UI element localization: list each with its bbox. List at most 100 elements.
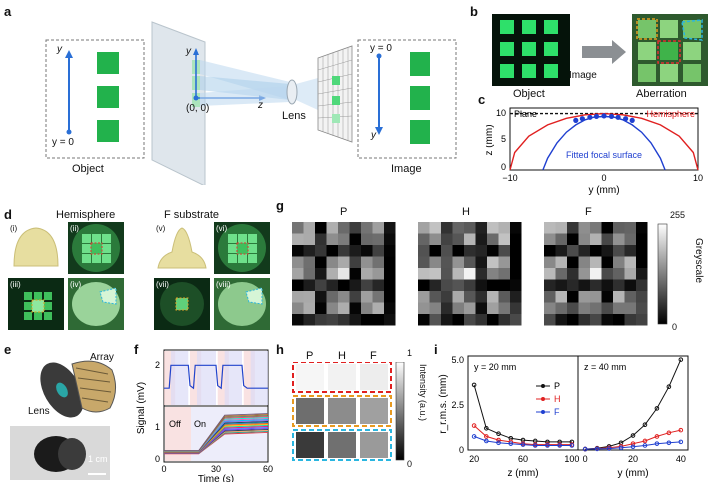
g-cell	[429, 245, 441, 257]
i-xtick: 40	[676, 454, 686, 464]
g-cell	[636, 279, 648, 291]
g-cell	[326, 222, 338, 234]
i-point	[678, 427, 684, 433]
g-cell	[441, 233, 453, 245]
d-ii-squares	[82, 234, 111, 263]
g-cell	[384, 245, 396, 257]
g-cell	[372, 279, 384, 291]
g-cell	[361, 233, 373, 245]
image-frame	[357, 39, 457, 159]
i-right-note: z = 40 mm	[584, 362, 626, 372]
g-cell	[544, 279, 556, 291]
i-point	[496, 440, 501, 446]
object-y0-label: y = 0	[52, 137, 74, 148]
d-sub-viii: (viii)	[216, 280, 231, 289]
f-xlabel: Time (s)	[198, 474, 234, 482]
g-cell	[510, 256, 522, 268]
h-title-h: H	[338, 350, 346, 362]
g-cell	[510, 314, 522, 326]
g-cell	[613, 233, 625, 245]
i-point	[557, 443, 562, 448]
g-cell	[303, 291, 315, 303]
c-point	[623, 116, 629, 122]
g-cell	[292, 256, 304, 268]
plate-origin-dot	[193, 95, 199, 101]
g-cell	[315, 222, 327, 234]
object-axis-arrowhead	[65, 50, 73, 58]
g-cell	[601, 268, 613, 280]
image-grid-screen	[317, 45, 353, 143]
g-cell	[464, 245, 476, 257]
g-cell	[613, 291, 625, 303]
g-cell	[487, 245, 499, 257]
f-xtick-30: 30	[211, 464, 221, 474]
c-xtick-0: 0	[601, 173, 606, 183]
d-vi-center	[236, 242, 249, 255]
g-cell	[303, 222, 315, 234]
f-band-red	[217, 351, 229, 405]
panel-b-aberration-caption: Aberration	[636, 88, 687, 100]
g-cell	[303, 314, 315, 326]
g-cell	[315, 291, 327, 303]
panel-i-chart: 20 60 100 0 20 40 0 2.5 5.0 r_r.m.s. (mm) y =…	[438, 355, 689, 479]
g-cell	[361, 222, 373, 234]
c-point	[629, 117, 635, 123]
g-cell	[292, 233, 304, 245]
g-cell	[315, 279, 327, 291]
g-cell	[475, 268, 487, 280]
g-cell	[338, 222, 350, 234]
panel-label-e: e	[4, 342, 12, 357]
g-cell	[578, 268, 590, 280]
g-cell	[452, 302, 464, 314]
g-cell	[338, 291, 350, 303]
g-cell	[349, 245, 361, 257]
g-cell	[624, 314, 636, 326]
g-cell	[315, 233, 327, 245]
g-cell	[384, 314, 396, 326]
i-left-note: y = 20 mm	[474, 362, 516, 372]
g-cell	[429, 268, 441, 280]
i-series-P	[473, 384, 572, 443]
g-cell	[498, 291, 510, 303]
h-colorbar	[395, 362, 405, 461]
i-point	[496, 431, 501, 437]
image-square-3	[410, 120, 430, 144]
g-cell	[510, 233, 522, 245]
g-cell	[567, 302, 579, 314]
i-point	[642, 438, 648, 444]
g-cell	[384, 222, 396, 234]
g-cell	[418, 314, 430, 326]
panel-b-arrow-caption: Image	[569, 70, 597, 81]
g-cell	[475, 279, 487, 291]
d-hemisphere-title: Hemisphere	[56, 209, 116, 221]
origin-label: (0, 0)	[186, 103, 210, 114]
f-ylabel: Signal (mV)	[136, 382, 147, 434]
panel-h-grid	[292, 362, 405, 461]
f-off-label: Off	[169, 419, 181, 429]
i-point	[642, 443, 648, 448]
i-point	[484, 426, 489, 431]
aberration-photo-squares	[636, 18, 703, 82]
g-cell	[636, 256, 648, 268]
g-cell	[326, 233, 338, 245]
i-point	[484, 438, 489, 444]
h-cbar-label: Intensity (a.u.)	[418, 364, 428, 422]
g-colorbar	[657, 223, 668, 325]
g-cell	[429, 291, 441, 303]
lens-label: Lens	[282, 110, 306, 122]
g-cell	[418, 291, 430, 303]
g-cell	[578, 314, 590, 326]
g-cell	[338, 268, 350, 280]
g-cell	[418, 233, 430, 245]
g-cell	[338, 302, 350, 314]
g-cell	[487, 256, 499, 268]
g-cell	[555, 245, 567, 257]
image-axis-arrowhead	[375, 127, 383, 135]
d-ii-center	[90, 242, 103, 255]
panel-b-object-caption: Object	[513, 88, 545, 100]
d-vi-squares	[228, 234, 257, 263]
g-title-h: H	[462, 206, 470, 218]
g-cell	[590, 302, 602, 314]
g-cell	[384, 279, 396, 291]
g-cell	[326, 268, 338, 280]
